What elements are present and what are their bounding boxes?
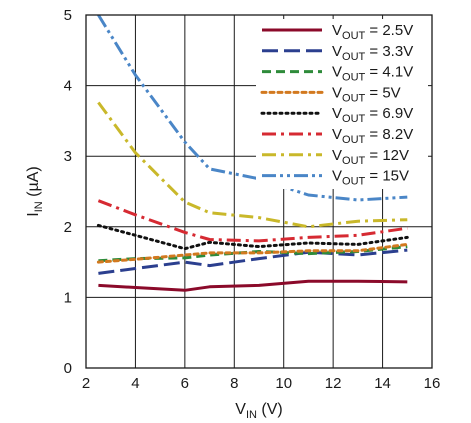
- series-line-6: [97, 101, 408, 229]
- series-lines: [96, 15, 409, 292]
- x-tick-label: 14: [374, 375, 391, 392]
- series-line-0: [98, 279, 408, 292]
- x-tick-label: 6: [181, 375, 189, 392]
- legend-label-5: VOUT = 8.2V: [332, 126, 413, 146]
- y-tick-label: 2: [64, 219, 72, 236]
- x-tick-labels: 2 4 6 8 10 12 14 16: [82, 375, 441, 392]
- legend-label-6: VOUT = 12V: [332, 147, 409, 167]
- series-line-7: [97, 15, 408, 202]
- y-tick-label: 3: [64, 148, 72, 165]
- legend-background: [256, 19, 428, 189]
- legend-label-3: VOUT = 5V: [332, 84, 401, 104]
- y-tick-label: 0: [64, 360, 72, 377]
- x-tick-label: 8: [230, 375, 238, 392]
- x-tick-label: 10: [275, 375, 292, 392]
- legend-label-1: VOUT = 3.3V: [332, 43, 413, 63]
- series-line-3: [96, 242, 409, 264]
- y-tick-label: 1: [64, 289, 72, 306]
- series-line-4: [96, 223, 409, 251]
- x-tick-label: 12: [325, 375, 342, 392]
- plot-frame: [85, 14, 433, 369]
- series-line-1: [98, 248, 408, 275]
- legend-label-0: VOUT = 2.5V: [332, 22, 413, 42]
- legend-label-7: VOUT = 15V: [332, 168, 409, 188]
- x-axis-label: VIN (V): [235, 401, 282, 421]
- legend-label-2: VOUT = 4.1V: [332, 64, 413, 84]
- y-tick-labels: 0 1 2 3 4 5: [64, 7, 72, 377]
- series-line-5: [97, 199, 408, 243]
- y-tick-label: 4: [64, 78, 72, 95]
- y-tick-label: 5: [64, 7, 72, 24]
- y-axis-label: IIN (µA): [25, 166, 45, 216]
- x-tick-label: 2: [82, 375, 90, 392]
- x-tick-label: 16: [424, 375, 441, 392]
- legend-label-4: VOUT = 6.9V: [332, 105, 413, 125]
- x-tick-label: 4: [131, 375, 139, 392]
